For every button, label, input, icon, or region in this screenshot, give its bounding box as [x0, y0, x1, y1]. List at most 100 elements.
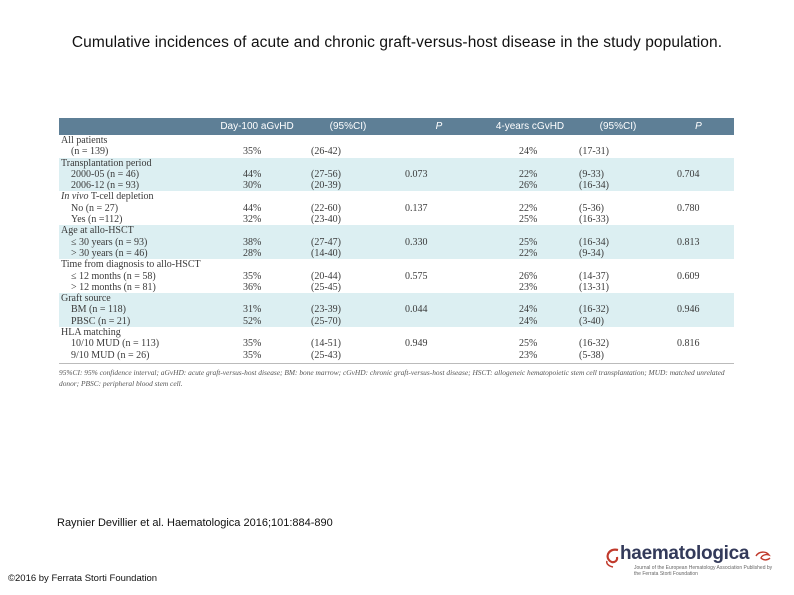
table-cell — [209, 191, 305, 203]
table-cell — [305, 293, 391, 305]
table-cell: (27-47) — [305, 236, 391, 248]
table-cell — [391, 191, 487, 203]
table-row: 10/10 MUD (n = 113) 35% (14-51) 0.949 25% (16… — [59, 338, 734, 350]
row-label: HLA matching — [59, 327, 209, 339]
table-row: ≤ 12 months (n = 58) 35% (20-44) 0.575 26% (1… — [59, 270, 734, 282]
table-cell — [209, 157, 305, 169]
table-cell — [663, 180, 734, 192]
row-label: ≤ 12 months (n = 58) — [59, 270, 209, 282]
table-cell — [391, 247, 487, 260]
table-cell — [391, 146, 487, 158]
table-cell: (22-60) — [305, 202, 391, 215]
table-cell — [391, 225, 487, 237]
table-cell: (14-51) — [305, 338, 391, 350]
table-row: No (n = 27) 44% (22-60) 0.137 22% (5-36) 0.780 — [59, 202, 734, 215]
table-cell: 44% — [209, 168, 305, 181]
table-cell: (16-33) — [573, 214, 663, 226]
table-cell — [573, 191, 663, 203]
table-cell: 24% — [487, 304, 573, 316]
logo-swirl-icon — [606, 548, 619, 568]
table-cell: 25% — [487, 236, 573, 248]
row-label: (n = 139) — [59, 146, 209, 158]
table-cell — [663, 157, 734, 169]
table-cell — [209, 327, 305, 339]
table-cell: 25% — [487, 214, 573, 226]
table-cell — [391, 281, 487, 294]
table-row: BM (n = 118) 31% (23-39) 0.044 24% (16-32) 0.9… — [59, 304, 734, 316]
row-label: No (n = 27) — [59, 202, 209, 215]
table-cell: 52% — [209, 315, 305, 328]
row-label: 10/10 MUD (n = 113) — [59, 338, 209, 350]
table-cell — [487, 191, 573, 203]
gvhd-table: Day-100 aGvHD (95%CI) P 4-years cGvHD (9… — [59, 118, 734, 361]
header-p-chronic: P — [663, 118, 734, 135]
table-cell: 0.813 — [663, 236, 734, 248]
table-cell: 35% — [209, 146, 305, 158]
row-label: Yes (n =112) — [59, 214, 209, 226]
table-cell: 28% — [209, 247, 305, 260]
table-cell — [391, 157, 487, 169]
header-aGvHD: Day-100 aGvHD — [209, 118, 305, 135]
table-cell: (5-36) — [573, 202, 663, 215]
logo-spiral-icon — [755, 551, 771, 561]
table-cell: 0.609 — [663, 270, 734, 282]
table-cell: 0.073 — [391, 168, 487, 181]
table-cell: (14-40) — [305, 247, 391, 260]
table-cell — [573, 259, 663, 271]
header-ci-chronic: (95%CI) — [573, 118, 663, 135]
row-label: Time from diagnosis to allo-HSCT — [59, 259, 209, 271]
row-label: All patients — [59, 135, 209, 147]
table-cell: (3-40) — [573, 315, 663, 328]
table-cell: 22% — [487, 202, 573, 215]
table-cell: 23% — [487, 349, 573, 361]
table-row: > 30 years (n = 46) 28% (14-40) 22% (9-34) — [59, 247, 734, 260]
table-row: Transplantation period — [59, 157, 734, 169]
table-cell — [391, 315, 487, 328]
table-cell — [391, 214, 487, 226]
table-cell — [391, 180, 487, 192]
row-label: Age at allo-HSCT — [59, 225, 209, 237]
row-label: Graft source — [59, 293, 209, 305]
table-cell — [209, 259, 305, 271]
table-cell — [663, 135, 734, 147]
table-cell: (5-38) — [573, 349, 663, 361]
table-cell — [487, 293, 573, 305]
table-cell — [487, 259, 573, 271]
table-cell — [305, 135, 391, 147]
table-cell: 25% — [487, 338, 573, 350]
table-cell — [305, 225, 391, 237]
table-cell — [391, 135, 487, 147]
table-cell: (25-70) — [305, 315, 391, 328]
table-cell — [573, 225, 663, 237]
table-header-row: Day-100 aGvHD (95%CI) P 4-years cGvHD (9… — [59, 118, 734, 135]
table-row: Graft source — [59, 293, 734, 305]
table-cell: 0.949 — [391, 338, 487, 350]
table-cell — [391, 327, 487, 339]
table-cell — [305, 191, 391, 203]
table-cell — [663, 349, 734, 361]
row-label: Transplantation period — [59, 157, 209, 169]
table-cell: 0.044 — [391, 304, 487, 316]
table-cell: (23-39) — [305, 304, 391, 316]
table-cell: 22% — [487, 247, 573, 260]
table-cell: 26% — [487, 180, 573, 192]
table-cell: (20-44) — [305, 270, 391, 282]
table-cell — [663, 225, 734, 237]
table-cell: 0.816 — [663, 338, 734, 350]
table-row: (n = 139) 35% (26-42) 24% (17-31) — [59, 146, 734, 158]
header-label — [59, 118, 209, 135]
table-row: 9/10 MUD (n = 26) 35% (25-43) 23% (5-38) — [59, 349, 734, 361]
table-cell — [209, 135, 305, 147]
table-cell: 0.946 — [663, 304, 734, 316]
table-cell — [663, 327, 734, 339]
row-label: ≤ 30 years (n = 93) — [59, 236, 209, 248]
table-cell: (25-45) — [305, 281, 391, 294]
table-cell: (16-32) — [573, 338, 663, 350]
table-cell: 23% — [487, 281, 573, 294]
table-row: ≤ 30 years (n = 93) 38% (27-47) 0.330 25% (16… — [59, 236, 734, 248]
table-cell — [663, 315, 734, 328]
table-cell: 36% — [209, 281, 305, 294]
table-cell — [209, 293, 305, 305]
table-cell: 24% — [487, 315, 573, 328]
table-cell — [209, 225, 305, 237]
